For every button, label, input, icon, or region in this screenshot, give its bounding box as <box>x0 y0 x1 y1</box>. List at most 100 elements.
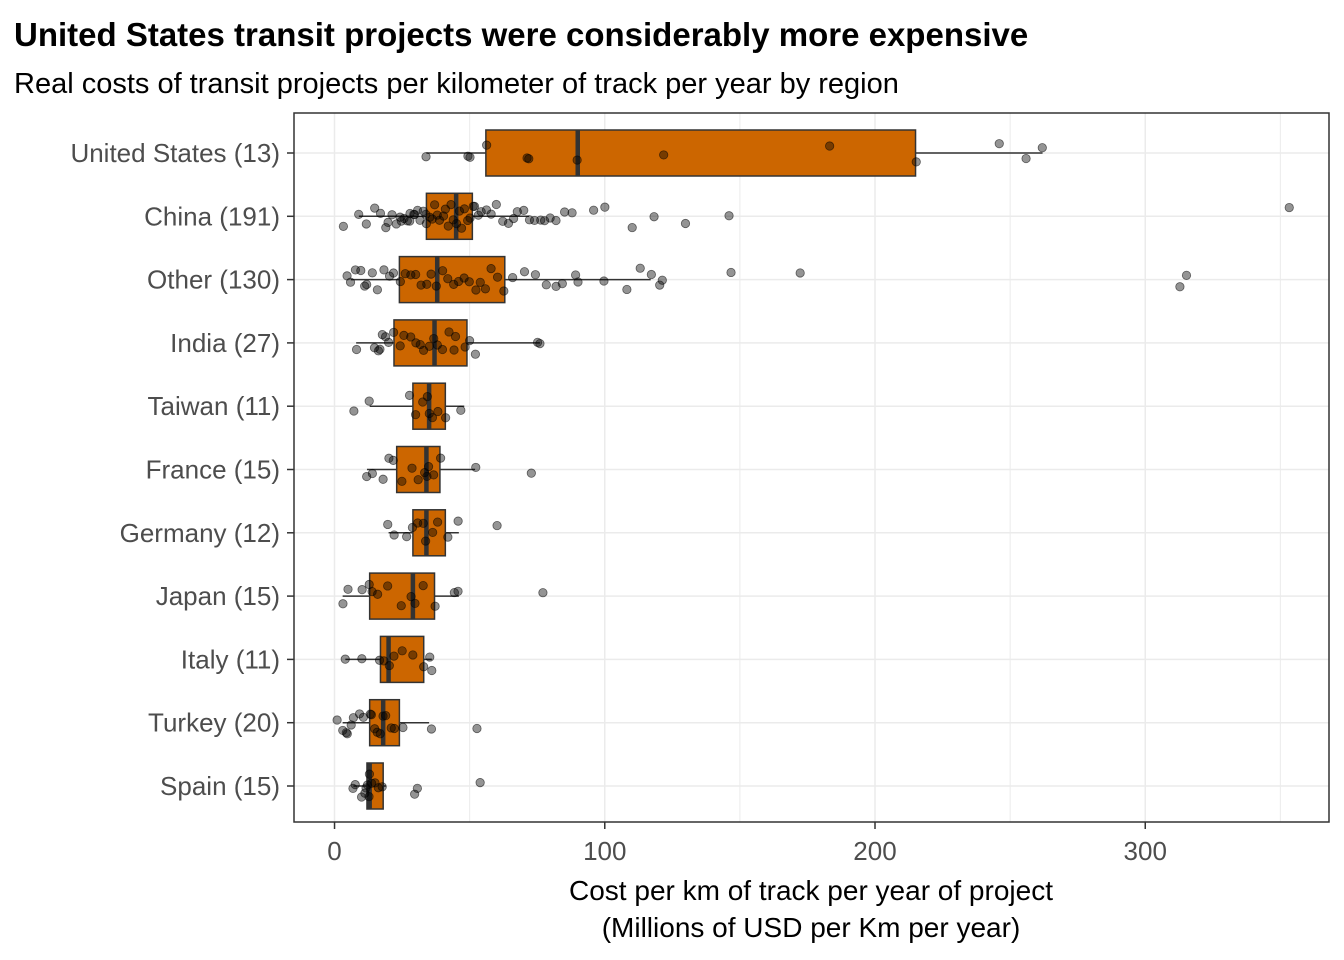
data-point <box>388 268 399 278</box>
jitter-points <box>332 139 1294 802</box>
data-point <box>357 654 367 664</box>
data-point <box>464 336 475 346</box>
data-point <box>659 150 669 160</box>
x-tick-label: 300 <box>1124 836 1167 866</box>
category-label: Turkey (20) <box>148 708 280 738</box>
data-point <box>364 769 375 779</box>
data-point <box>460 342 470 352</box>
data-point <box>340 654 350 664</box>
x-axis-title-line2: (Millions of USD per Km per year) <box>602 912 1021 943</box>
data-point <box>389 530 399 540</box>
data-point <box>383 519 393 530</box>
data-point <box>425 652 435 662</box>
data-point <box>1175 282 1185 292</box>
data-point <box>430 601 440 611</box>
data-point <box>383 581 393 591</box>
x-tick-label: 200 <box>853 836 896 866</box>
data-point <box>433 406 443 417</box>
data-point <box>539 216 550 226</box>
data-point <box>567 208 577 218</box>
chart-title: United States transit projects were cons… <box>14 16 1028 53</box>
data-point <box>386 723 396 733</box>
data-point <box>524 154 534 164</box>
data-point <box>573 277 583 287</box>
data-point <box>994 139 1004 149</box>
box <box>368 572 436 620</box>
data-point <box>423 462 434 472</box>
box <box>393 319 468 367</box>
x-axis-title-line1: Cost per km of track per year of project <box>569 875 1053 906</box>
data-point <box>443 274 453 284</box>
category-label: United States (13) <box>70 138 280 168</box>
data-point <box>373 589 383 599</box>
data-point <box>475 778 485 788</box>
data-point <box>373 346 384 356</box>
data-point <box>410 598 420 609</box>
data-point <box>367 468 377 479</box>
category-label: Japan (15) <box>156 581 280 611</box>
data-point <box>446 200 456 210</box>
data-point <box>541 280 551 290</box>
data-point <box>443 221 453 231</box>
data-point <box>475 277 485 287</box>
data-point <box>343 584 353 594</box>
data-point <box>375 208 386 218</box>
data-point <box>453 516 463 526</box>
data-point <box>526 468 536 478</box>
data-point <box>465 152 475 162</box>
data-point <box>398 722 408 733</box>
data-point <box>370 778 380 788</box>
data-point <box>486 209 496 219</box>
data-point <box>655 280 665 290</box>
data-point <box>726 267 736 278</box>
data-point <box>451 219 462 229</box>
data-point <box>438 211 449 221</box>
data-point <box>472 723 482 734</box>
data-point <box>421 536 431 546</box>
data-point <box>402 532 412 542</box>
data-point <box>911 157 921 167</box>
data-point <box>428 527 438 538</box>
data-point <box>345 277 356 287</box>
data-point <box>354 209 364 219</box>
category-label: Italy (11) <box>181 644 280 674</box>
data-point <box>524 215 535 225</box>
data-point <box>411 269 421 280</box>
data-point <box>418 581 428 591</box>
data-point <box>1284 202 1294 213</box>
data-point <box>408 650 418 660</box>
data-point <box>381 223 391 233</box>
data-point <box>471 285 481 295</box>
data-point <box>395 341 405 351</box>
category-label: Spain (15) <box>160 771 280 801</box>
x-tick-label: 0 <box>327 836 341 866</box>
data-point <box>397 646 407 656</box>
data-point <box>476 207 486 217</box>
data-point <box>657 275 667 285</box>
category-label: Taiwan (11) <box>148 391 280 421</box>
plot-border <box>293 112 1330 823</box>
data-point <box>471 462 481 473</box>
box <box>412 509 447 557</box>
data-point <box>530 270 541 280</box>
data-point <box>649 212 659 222</box>
data-point <box>450 331 461 342</box>
data-point <box>405 216 415 226</box>
chart-subtitle: Real costs of transit projects per kilom… <box>14 68 899 100</box>
data-point <box>410 789 420 799</box>
data-point <box>332 715 342 725</box>
data-point <box>431 281 441 291</box>
data-point <box>384 453 394 463</box>
data-point <box>508 272 518 283</box>
data-point <box>499 286 509 296</box>
data-point <box>519 267 530 277</box>
data-point <box>429 470 439 480</box>
data-point <box>338 599 348 609</box>
data-point <box>421 152 431 162</box>
data-point <box>427 413 438 423</box>
data-point <box>356 265 366 276</box>
category-label: Germany (12) <box>120 518 280 548</box>
data-point <box>432 340 442 350</box>
data-point <box>364 396 374 406</box>
